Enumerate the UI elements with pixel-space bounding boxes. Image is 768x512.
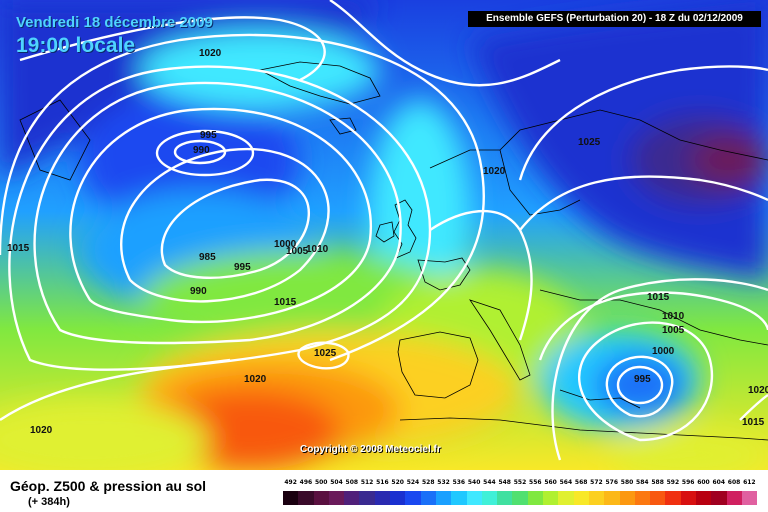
legend-value: 528 xyxy=(421,479,435,486)
isobars xyxy=(0,0,768,460)
legend-swatch xyxy=(604,491,620,505)
legend-value: 536 xyxy=(452,479,466,486)
legend-value: 584 xyxy=(636,479,649,486)
legend-value: 572 xyxy=(590,479,603,486)
isobar-label: 990 xyxy=(190,286,207,297)
legend-swatch xyxy=(573,491,589,505)
legend-value: 532 xyxy=(437,479,450,486)
legend-value: 524 xyxy=(406,479,420,486)
legend-swatch xyxy=(696,491,712,505)
legend-swatch xyxy=(420,491,436,505)
legend-value: 564 xyxy=(559,479,573,486)
legend-value: 516 xyxy=(376,479,389,486)
isobar-label: 995 xyxy=(234,262,251,273)
isobar-label: 1005 xyxy=(286,246,309,257)
legend-value: 560 xyxy=(544,479,557,486)
legend-labels: 492 496 500 504 508 512 516 520 524 528 532 536 540 5… xyxy=(283,479,757,491)
color-scale-legend: 492 496 500 504 508 512 516 520 524 528 532 536 540 5… xyxy=(283,479,758,507)
isobar-label: 1020 xyxy=(244,374,267,385)
legend-value: 580 xyxy=(620,479,634,486)
isobar-label: 1015 xyxy=(7,243,30,254)
legend-value: 568 xyxy=(574,479,588,486)
legend-value: 556 xyxy=(529,479,542,486)
legend-swatch xyxy=(650,491,666,505)
legend-value: 512 xyxy=(360,479,374,486)
geopotential-map xyxy=(0,0,768,470)
isobar-label: 1025 xyxy=(578,137,601,148)
isobar-label: 985 xyxy=(199,252,216,263)
legend-swatch xyxy=(543,491,559,505)
isobar-label: 1020 xyxy=(483,166,506,177)
isobar-label: 1005 xyxy=(662,325,685,336)
legend-value: 492 xyxy=(284,479,297,486)
legend-swatch xyxy=(527,491,544,505)
isobar-label: 1020 xyxy=(199,48,222,59)
legend-swatch xyxy=(680,491,697,505)
legend-value: 544 xyxy=(483,479,496,486)
run-info-banner: Ensemble GEFS (Perturbation 20) - 18 Z d… xyxy=(468,11,761,27)
legend-value: 596 xyxy=(681,479,695,486)
isobar-label: 1020 xyxy=(748,385,768,396)
legend-swatch xyxy=(344,491,360,505)
legend-value: 548 xyxy=(498,479,511,486)
legend-value: 500 xyxy=(314,479,328,486)
legend-swatch xyxy=(283,491,299,505)
legend-value: 608 xyxy=(727,479,741,486)
legend-swatch xyxy=(298,491,314,505)
isobar-label: 995 xyxy=(634,374,651,385)
forecast-lead-time: (+ 384h) xyxy=(28,496,70,508)
isobar-label: 1010 xyxy=(662,311,685,322)
legend-swatch xyxy=(665,491,681,505)
legend-value: 592 xyxy=(666,479,680,486)
legend-swatch xyxy=(512,491,528,505)
legend-swatch xyxy=(390,491,406,505)
isobar-label: 1000 xyxy=(652,346,675,357)
forecast-time: 19:00 locale xyxy=(16,34,136,57)
map-title: Géop. Z500 & pression au sol xyxy=(10,478,207,494)
isobar-label: 1010 xyxy=(306,244,329,255)
legend-swatch xyxy=(328,491,345,505)
legend-swatch xyxy=(711,491,727,505)
isobar-label: 1025 xyxy=(314,348,337,359)
legend-swatch xyxy=(726,491,742,505)
legend-value: 540 xyxy=(467,479,481,486)
legend-value: 612 xyxy=(743,479,756,486)
legend-swatch xyxy=(435,491,452,505)
legend-swatch xyxy=(359,491,375,505)
legend-color-bar xyxy=(283,491,758,505)
legend-swatch xyxy=(497,491,513,505)
legend-swatch xyxy=(374,491,391,505)
legend-swatch xyxy=(313,491,329,505)
legend-swatch xyxy=(451,491,467,505)
legend-value: 504 xyxy=(330,479,343,486)
isobar-label: 1000 xyxy=(274,239,297,250)
legend-value: 520 xyxy=(391,479,404,486)
legend-value: 604 xyxy=(712,479,726,486)
legend-value: 576 xyxy=(605,479,618,486)
isobar-label: 995 xyxy=(200,130,217,141)
isobar-label: 990 xyxy=(193,145,210,156)
forecast-date: Vendredi 18 décembre 2009 xyxy=(16,14,213,31)
legend-value: 496 xyxy=(299,479,313,486)
legend-value: 588 xyxy=(651,479,664,486)
legend-value: 552 xyxy=(513,479,527,486)
legend-value: 600 xyxy=(697,479,710,486)
isobar-label: 1020 xyxy=(30,425,53,436)
isobar-label: 1015 xyxy=(742,417,765,428)
legend-swatch xyxy=(405,491,421,505)
legend-swatch xyxy=(558,491,574,505)
legend-swatch xyxy=(741,491,758,505)
legend-swatch xyxy=(634,491,651,505)
coastlines xyxy=(19,61,768,441)
legend-value: 508 xyxy=(345,479,359,486)
legend-swatch xyxy=(481,491,498,505)
copyright-notice: Copyright © 2008 Meteociel.fr xyxy=(300,444,441,455)
isobar-label: 1015 xyxy=(647,292,670,303)
legend-swatch xyxy=(466,491,482,505)
legend-swatch xyxy=(619,491,635,505)
legend-swatch xyxy=(588,491,605,505)
isobar-label: 1015 xyxy=(274,297,297,308)
